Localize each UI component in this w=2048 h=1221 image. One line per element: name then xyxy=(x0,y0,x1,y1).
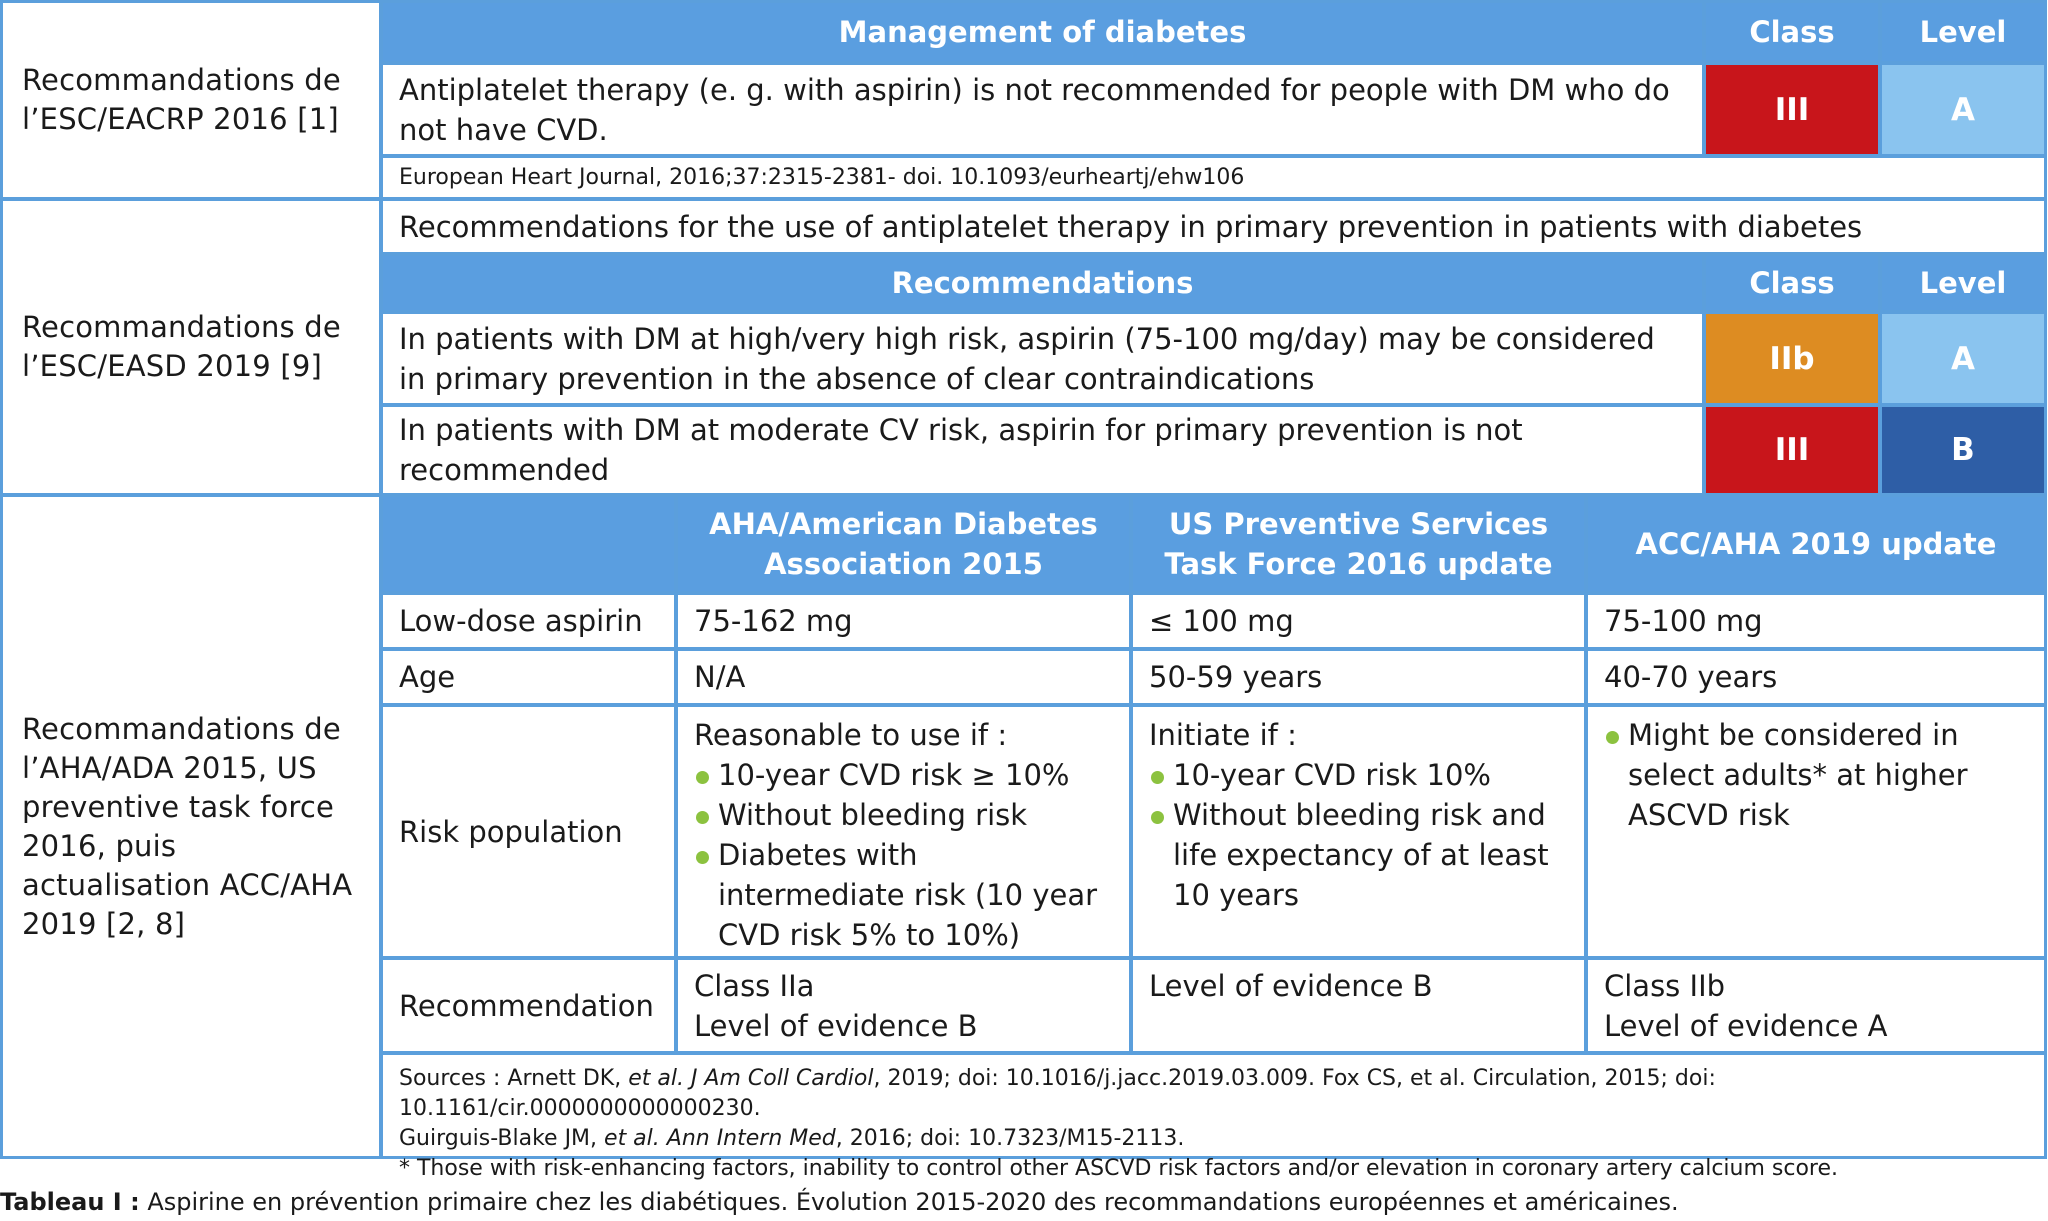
header-recommendations: Recommendations xyxy=(379,252,1702,310)
row-label-recommendation: Recommendation xyxy=(379,956,674,1051)
section-divider xyxy=(3,197,2044,201)
header-blank xyxy=(379,497,674,591)
table-caption: Tableau I : Aspirine en prévention prima… xyxy=(0,1188,1679,1216)
footnote: * Those with risk-enhancing factors, ina… xyxy=(399,1156,1839,1181)
recommendation-text: In patients with DM at high/very high ri… xyxy=(379,310,1702,403)
list-item: Without bleeding risk xyxy=(694,795,1113,835)
risk-criteria-acc-aha: Might be considered in select adults* at… xyxy=(1584,703,2044,956)
header-acc-aha-2019: ACC/AHA 2019 update xyxy=(1584,497,2044,591)
dose-value: 75-100 mg xyxy=(1584,591,2044,647)
section-label-aha-ada: Recommandations de l’AHA/ADA 2015, US pr… xyxy=(22,711,353,941)
level-badge: B xyxy=(1878,403,2044,493)
list-item: Diabetes with intermediate risk (10 year… xyxy=(694,835,1113,955)
recommendation-text: Antiplatelet therapy (e. g. with aspirin… xyxy=(379,61,1702,154)
risk-intro: Reasonable to use if : xyxy=(694,718,1008,752)
section-label-esc-easd: Recommandations de l’ESC/EASD 2019 [9] xyxy=(22,310,341,383)
row-label-age: Age xyxy=(379,647,674,703)
age-value: N/A xyxy=(674,647,1129,703)
age-value: 50-59 years xyxy=(1129,647,1584,703)
row-label-dose: Low-dose aspirin xyxy=(379,591,674,647)
list-item: 10-year CVD risk ≥ 10% xyxy=(694,755,1113,795)
section-title: Recommendations for the use of antiplate… xyxy=(379,201,2044,252)
level-badge: A xyxy=(1878,61,2044,154)
risk-intro: Initiate if : xyxy=(1149,718,1297,752)
dose-value: 75-162 mg xyxy=(674,591,1129,647)
risk-criteria-uspstf: Initiate if : 10-year CVD risk 10% Witho… xyxy=(1129,703,1584,956)
list-item: Might be considered in select adults* at… xyxy=(1604,715,2028,835)
level-badge: A xyxy=(1878,310,2044,403)
section-divider xyxy=(3,493,2044,497)
recommendations-table: Recommandations de l’ESC/EACRP 2016 [1] … xyxy=(0,0,2047,1181)
class-badge: IIb xyxy=(1702,310,1878,403)
class-badge: III xyxy=(1702,403,1878,493)
recommendation-uspstf: Level of evidence B xyxy=(1129,956,1584,1051)
header-uspstf-2016: US Preventive Services Task Force 2016 u… xyxy=(1129,497,1584,591)
header-management-of-diabetes: Management of diabetes xyxy=(379,3,1702,61)
header-class: Class xyxy=(1702,252,1878,310)
recommendation-text: In patients with DM at moderate CV risk,… xyxy=(379,403,1702,493)
age-value: 40-70 years xyxy=(1584,647,2044,703)
row-label-risk: Risk population xyxy=(379,703,674,956)
source-citation: European Heart Journal, 2016;37:2315-238… xyxy=(379,154,2044,197)
recommendation-acc-aha: Class IIb Level of evidence A xyxy=(1584,956,2044,1051)
header-level: Level xyxy=(1878,252,2044,310)
class-badge: III xyxy=(1702,61,1878,154)
recommendation-aha-ada: Class IIa Level of evidence B xyxy=(674,956,1129,1051)
dose-value: ≤ 100 mg xyxy=(1129,591,1584,647)
list-item: Without bleeding risk and life expectanc… xyxy=(1149,795,1568,915)
list-item: 10-year CVD risk 10% xyxy=(1149,755,1568,795)
risk-criteria-aha-ada: Reasonable to use if : 10-year CVD risk … xyxy=(674,703,1129,956)
section-label-esc-eacrp: Recommandations de l’ESC/EACRP 2016 [1] xyxy=(22,63,341,136)
header-level: Level xyxy=(1878,3,2044,61)
sources-note: Sources : Arnett DK, et al. J Am Coll Ca… xyxy=(379,1051,2044,1181)
header-class: Class xyxy=(1702,3,1878,61)
header-aha-ada-2015: AHA/American Diabetes Association 2015 xyxy=(674,497,1129,591)
